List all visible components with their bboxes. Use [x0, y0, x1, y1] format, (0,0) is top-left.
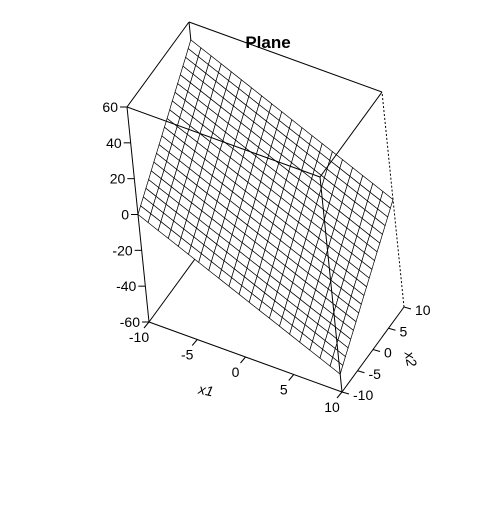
x1-tick-mark	[288, 374, 295, 381]
z-tick-label: -40	[116, 278, 136, 294]
box-edge	[319, 176, 343, 393]
x1-tick-mark	[336, 391, 343, 399]
z-tick-label: 0	[121, 207, 129, 223]
chart-title: Plane	[245, 33, 290, 52]
x1-tick-mark	[143, 321, 150, 329]
x2-tick-label: 0	[384, 345, 392, 361]
x1-axis-label: x1	[196, 381, 215, 400]
box-edge	[126, 106, 321, 178]
x1-tick-mark	[191, 339, 198, 346]
x2-tick-label: -10	[353, 387, 373, 403]
x2-tick-mark	[357, 370, 365, 374]
x2-tick-mark	[341, 391, 350, 395]
z-tick-label: 20	[110, 171, 126, 187]
x1-tick-label: 5	[280, 382, 288, 398]
x2-tick-mark	[372, 349, 381, 352]
box-edge	[319, 91, 383, 178]
x1-tick-label: -10	[129, 329, 149, 345]
x2-tick-label: -5	[369, 366, 382, 382]
x2-tick-label: 5	[400, 323, 408, 339]
x2-tick-mark	[388, 327, 396, 331]
z-tick-label: -20	[112, 242, 132, 258]
surface-mesh	[137, 39, 394, 375]
box-edge	[188, 21, 383, 93]
x2-axis-label: x2	[401, 349, 420, 368]
z-tick-label: -60	[120, 314, 140, 330]
z-tick-label: 40	[106, 135, 122, 151]
z-tick-label: 60	[102, 99, 118, 115]
x1-tick-label: 0	[232, 364, 240, 380]
x2-tick-mark	[403, 306, 412, 310]
x2-tick-label: 10	[415, 302, 431, 318]
x1-tick-label: 10	[324, 399, 340, 415]
box-edge	[126, 21, 190, 108]
x1-tick-mark	[240, 356, 246, 364]
x1-tick-label: -5	[181, 347, 194, 363]
